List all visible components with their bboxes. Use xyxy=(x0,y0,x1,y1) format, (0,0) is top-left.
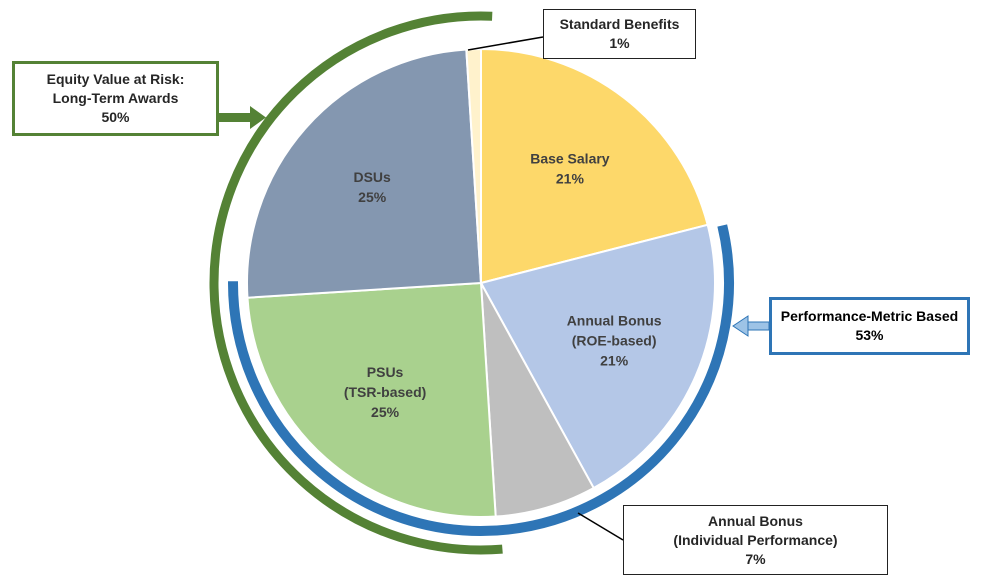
pie-slice-annual-bonus-roe-based xyxy=(479,223,716,490)
annual-bonus-individual-leader-line xyxy=(577,512,624,541)
slice-label-annual-bonus-0: Annual Bonus xyxy=(567,313,662,329)
slice-label-psus-0: PSUs xyxy=(367,364,404,380)
equity-callout-line2: Long-Term Awards xyxy=(52,90,179,106)
slice-value-base-salary-1: 21% xyxy=(556,170,585,186)
standard-benefits-callout-title: Standard Benefits xyxy=(559,16,680,32)
annual-bonus-individual-callout: Annual Bonus (Individual Performance) 7% xyxy=(623,505,888,575)
slice-label-dsus-0: DSUs xyxy=(353,169,391,185)
pie-slice-dsus xyxy=(246,48,483,299)
slice-label-base-salary-0: Base Salary xyxy=(530,150,610,166)
performance-group-arc xyxy=(228,224,734,536)
standard-benefits-callout-value: 1% xyxy=(609,35,630,51)
annual-bonus-individual-callout-value: 7% xyxy=(745,550,766,567)
equity-callout-line1: Equity Value at Risk: xyxy=(46,71,185,87)
pie-slice-annual-bonus-individual-performance xyxy=(480,282,596,518)
slice-value-dsus-1: 25% xyxy=(358,189,387,205)
equity-value-at-risk-callout: Equity Value at Risk: Long-Term Awards 5… xyxy=(12,61,219,136)
performance-arrow-icon xyxy=(732,315,770,337)
slice-value-annual-bonus-2: 21% xyxy=(600,353,629,369)
slice-label-psus-1: (TSR-based) xyxy=(344,384,426,400)
annual-bonus-individual-callout-line1: Annual Bonus xyxy=(708,512,803,529)
slice-label-annual-bonus-1: (ROE-based) xyxy=(572,333,657,349)
performance-callout-value: 53% xyxy=(855,327,884,343)
pie-slice-base-salary xyxy=(480,47,709,285)
equity-arrow-icon xyxy=(219,106,266,129)
standard-benefits-callout: Standard Benefits 1% xyxy=(543,9,696,59)
standard-benefits-leader-line xyxy=(467,36,544,51)
annual-bonus-individual-callout-line2: (Individual Performance) xyxy=(673,531,838,548)
equity-group-arc xyxy=(209,11,503,555)
equity-callout-value: 50% xyxy=(101,109,130,125)
pie-slice-psus-tsr-based xyxy=(246,281,497,518)
performance-metric-callout: Performance-Metric Based 53% xyxy=(769,297,970,355)
performance-callout-title: Performance-Metric Based xyxy=(780,308,959,324)
slice-value-psus-2: 25% xyxy=(371,404,400,420)
